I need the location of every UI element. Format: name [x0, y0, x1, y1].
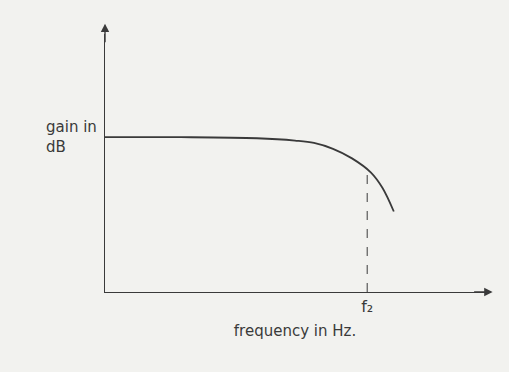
svg-text:gain indB: gain indB: [46, 118, 97, 156]
svg-text:f₂: f₂: [361, 297, 373, 316]
svg-text:frequency in Hz.: frequency in Hz.: [234, 322, 356, 340]
